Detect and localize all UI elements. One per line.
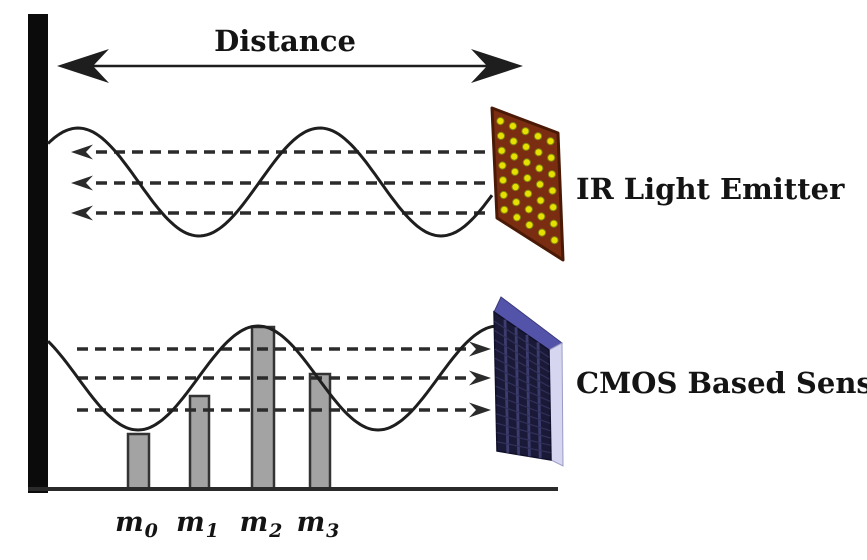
led-dot-icon: [510, 152, 519, 161]
led-dot-icon: [535, 164, 544, 173]
led-dot-icon: [547, 153, 556, 162]
led-dot-icon: [537, 212, 546, 221]
led-dot-icon: [509, 137, 518, 146]
sample-label: m1: [176, 507, 219, 542]
sample-label: m3: [297, 507, 340, 542]
led-dot-icon: [547, 170, 557, 179]
led-dot-icon: [497, 146, 506, 155]
target-wall: [28, 14, 48, 493]
emitted-ray-arrowhead-left-icon: [71, 144, 93, 160]
distance-arrowhead-right-icon: [471, 49, 523, 83]
sensor-ridge: [494, 339, 550, 373]
led-dot-icon: [522, 158, 531, 167]
led-dot-icon: [549, 203, 558, 212]
emitted-ray-arrowhead-left-icon: [71, 205, 93, 221]
sensor-stripe: [525, 334, 531, 457]
led-dot-icon: [525, 220, 534, 230]
led-dot-icon: [523, 174, 532, 183]
sensor-ridge: [495, 394, 551, 417]
led-dot-icon: [496, 117, 505, 126]
received-ray-arrowhead-right-icon: [469, 402, 491, 418]
sensor-stripe: [503, 319, 510, 453]
sensor-ridge: [495, 376, 551, 402]
emitted-ray-arrowhead-left-icon: [71, 175, 93, 191]
led-dot-icon: [524, 189, 533, 198]
sample-bars: [126, 325, 332, 491]
received-ray-arrowhead-right-icon: [469, 370, 491, 386]
sample-labels: m0 m1 m2 m3: [115, 507, 339, 542]
sample-label: m0: [115, 507, 158, 542]
led-dot-icon: [536, 196, 545, 205]
light-rays: [71, 144, 491, 418]
led-dot-icon: [549, 219, 558, 228]
led-dot-icon: [499, 190, 508, 200]
led-dot-icon: [535, 180, 545, 189]
led-dot-icon: [550, 236, 559, 245]
sensor-stripe: [536, 342, 542, 459]
sensor-ridge: [496, 431, 551, 446]
sensor-ridge: [494, 330, 550, 366]
sensor-ridge: [494, 348, 550, 380]
sensor-ridge: [495, 385, 551, 410]
led-dot-icon: [511, 182, 520, 192]
sensor-ridge: [494, 367, 551, 395]
led-dot-icon: [534, 148, 543, 157]
sensor-ridge: [496, 441, 551, 454]
sensor-ridge: [494, 357, 550, 388]
led-dot-icon: [548, 186, 557, 195]
led-dot-icon: [498, 161, 507, 170]
led-dot-icon: [521, 127, 530, 136]
led-dot-icon: [498, 176, 508, 185]
led-dot-icon: [500, 205, 509, 214]
sample-label: m2: [240, 507, 283, 542]
sensor-ridge: [495, 404, 551, 424]
led-dot-icon: [496, 131, 506, 140]
led-dot-icon: [522, 142, 531, 151]
cmos-sensor-panel: [493, 296, 564, 467]
distance-arrow: Distance: [57, 24, 523, 83]
sample-bar: [250, 325, 276, 491]
led-dot-icon: [524, 205, 533, 214]
cmos-sensor-stripes: [493, 319, 551, 459]
sensor-ridge: [496, 422, 551, 439]
led-dot-icon: [512, 213, 522, 222]
sensor-ridge: [493, 320, 550, 358]
sensor-ridge: [496, 413, 551, 432]
led-dot-icon: [510, 167, 520, 176]
ir-emitter-label: IR Light Emitter: [576, 172, 845, 206]
emitted-wave: [46, 126, 494, 238]
led-dot-icon: [533, 132, 543, 141]
cmos-sensor-label: CMOS Based Sensor: [576, 366, 867, 400]
distance-arrowhead-left-icon: [57, 49, 109, 83]
led-dot-icon: [537, 228, 547, 237]
led-dot-icon: [508, 122, 518, 131]
ir-emitter-led-dots: [496, 117, 559, 245]
ir-emitter-face: [490, 106, 565, 262]
sample-bar: [126, 432, 151, 491]
led-dot-icon: [512, 198, 521, 207]
received-ray-arrowhead-right-icon: [469, 341, 491, 357]
sensor-stripe: [514, 327, 520, 455]
ir-emitter-panel: [490, 106, 565, 262]
received-wave: [46, 324, 496, 432]
distance-label: Distance: [214, 24, 356, 58]
led-dot-icon: [546, 137, 555, 146]
